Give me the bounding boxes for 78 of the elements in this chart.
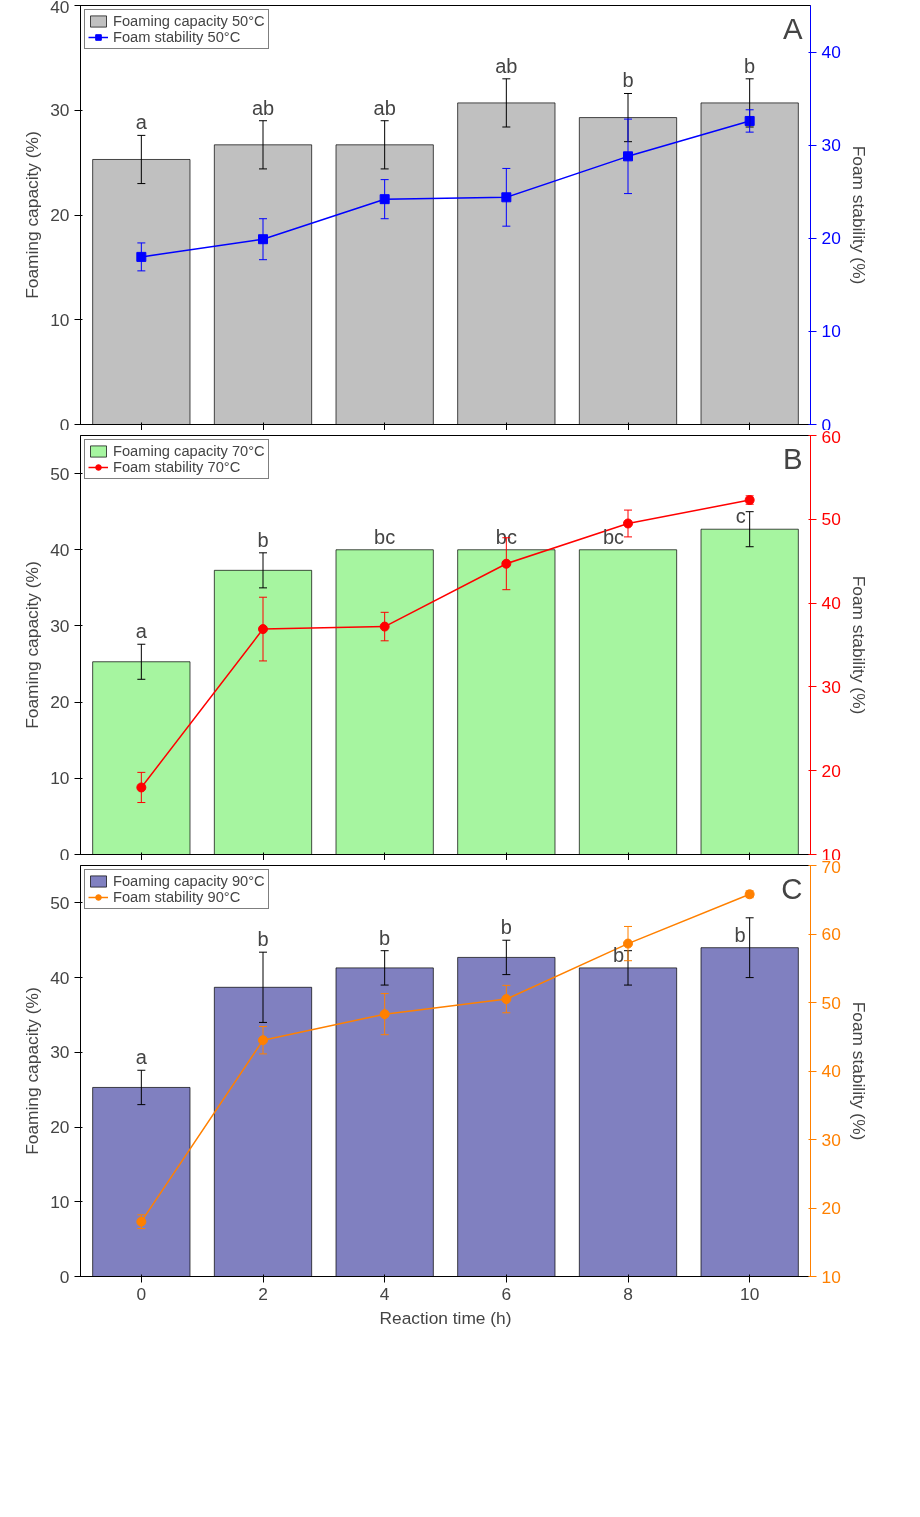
data-label: bc (374, 525, 396, 548)
y-tick-label: 40 (50, 539, 70, 560)
data-label: b (500, 916, 512, 939)
x-tick-label: 10 (740, 1283, 760, 1304)
y2-tick-label: 20 (821, 228, 841, 249)
data-label: b (257, 928, 269, 951)
y2-tick-label: 40 (821, 1061, 841, 1081)
y-axis-title: Foaming capacity (%) (22, 987, 43, 1155)
annotation: B (782, 441, 803, 475)
y-tick-label: 30 (50, 100, 70, 121)
y2-tick-label: 50 (821, 992, 841, 1013)
y2-axis-title: Foam stability (%) (848, 145, 869, 285)
y-tick-label: 20 (50, 692, 70, 713)
y-tick-label: 50 (50, 463, 70, 484)
legend-label: Foaming capacity 50°C (113, 13, 265, 29)
annotation: C (781, 871, 803, 905)
y2-tick-label: 30 (821, 676, 841, 697)
legend-label: Foam stability 90°C (113, 889, 241, 905)
y-tick-label: 30 (50, 1042, 70, 1063)
y2-tick-label: 40 (821, 593, 841, 614)
y-axis-title: Foaming capacity (%) (22, 131, 43, 299)
data-label: ab (373, 96, 396, 119)
data-label: b (379, 926, 391, 949)
legend-label: Foam stability 50°C (113, 29, 241, 45)
data-label: ab (495, 54, 518, 77)
data-label: b (257, 528, 269, 551)
x-tick-label: 8 (623, 1283, 633, 1304)
y2-tick-label: 30 (821, 135, 841, 156)
point (501, 994, 512, 1005)
point (379, 194, 390, 205)
y2-tick-label: 10 (821, 1266, 841, 1287)
y-tick-label: 10 (50, 1191, 70, 1212)
data-label: a (135, 111, 148, 134)
y-tick-label: 0 (59, 1266, 70, 1287)
data-label: b (734, 923, 746, 946)
y2-axis-title: Foam stability (%) (848, 1001, 869, 1141)
data-label: b (744, 54, 756, 77)
y2-tick-label: 50 (821, 509, 841, 530)
y2-tick-label: 20 (821, 1198, 841, 1218)
y-tick-label: 40 (50, 967, 70, 988)
data-label: b (622, 69, 634, 92)
y-tick-label: 20 (50, 205, 70, 225)
data-label: c (735, 505, 746, 528)
legend-label: Foaming capacity 90°C (113, 873, 265, 889)
annotation: A (782, 11, 803, 45)
y-tick-label: 10 (50, 309, 70, 330)
x-tick-label: 0 (136, 1283, 147, 1304)
x-tick-label: 6 (501, 1283, 512, 1304)
y-tick-label: 50 (50, 892, 70, 913)
point (744, 115, 755, 126)
y-tick-label: 20 (50, 1117, 70, 1138)
y-tick-label: 40 (50, 0, 70, 17)
y-tick-label: 0 (59, 844, 70, 865)
legend-label: Foam stability 70°C (113, 459, 241, 475)
data-label: bc (495, 525, 517, 548)
data-label: b (612, 943, 624, 966)
y2-tick-label: 20 (821, 760, 841, 781)
y2-axis-title: Foam stability (%) (848, 575, 869, 715)
y2-tick-label: 10 (821, 321, 841, 342)
data-label: a (135, 620, 148, 643)
point (501, 192, 512, 203)
y-tick-label: 10 (50, 768, 70, 789)
data-label: a (135, 1046, 148, 1069)
point (136, 251, 147, 262)
y2-tick-label: 60 (821, 924, 841, 944)
y-tick-label: 30 (50, 615, 70, 636)
x-tick-label: 2 (258, 1283, 268, 1304)
point (501, 558, 512, 569)
x-tick-label: 4 (379, 1283, 390, 1304)
x-axis-title: Reaction time (h) (379, 1307, 512, 1328)
data-label: ab (251, 96, 275, 119)
y-axis-title: Foaming capacity (%) (22, 561, 43, 729)
data-label: bc (602, 525, 624, 548)
legend-label: Foaming capacity 70°C (113, 443, 265, 459)
point (379, 1009, 390, 1020)
y2-tick-label: 40 (821, 42, 841, 63)
y2-tick-label: 30 (821, 1129, 841, 1150)
y-tick-label: 0 (59, 414, 70, 435)
